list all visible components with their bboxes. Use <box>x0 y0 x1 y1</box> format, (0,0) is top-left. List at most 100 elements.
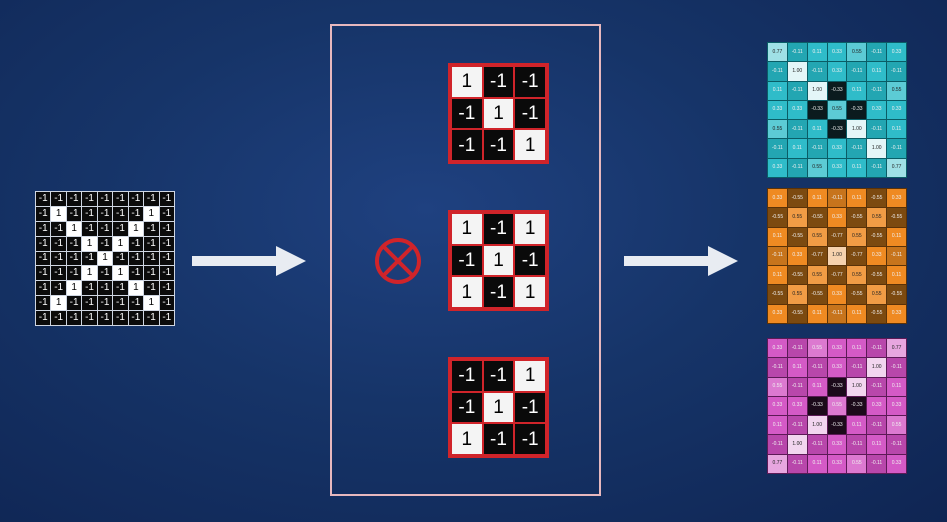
input-grid-cell: -1 <box>97 266 113 281</box>
feature-map-cell: 0.11 <box>787 358 807 377</box>
feature-map-cell: -0.11 <box>847 139 867 158</box>
feature-map-cell: 1.00 <box>787 435 807 454</box>
feature-map-cell: -0.55 <box>787 304 807 323</box>
feature-map-cell: -0.11 <box>787 43 807 62</box>
feature-map-cell: 0.33 <box>768 396 787 416</box>
feature-map-cell: -0.55 <box>807 208 827 227</box>
filter-cell: 1 <box>515 277 545 307</box>
feature-map-cell: 0.33 <box>787 396 807 416</box>
feature-map-cell: 0.11 <box>867 435 887 454</box>
feature-map-cell: 0.11 <box>807 304 827 323</box>
feature-map-cell: 0.33 <box>887 454 906 473</box>
input-grid-cell: -1 <box>82 192 97 206</box>
input-grid-cell: -1 <box>66 311 82 325</box>
feature-map-cell: -0.11 <box>787 454 807 473</box>
arrow-right-icon <box>624 246 738 276</box>
input-grid-cell: -1 <box>159 192 174 206</box>
feature-map-cell: -0.55 <box>768 285 787 304</box>
feature-map-cell: 0.11 <box>887 120 906 139</box>
feature-map-cell: 0.55 <box>807 266 827 285</box>
feature-map-cell: 0.11 <box>807 120 827 139</box>
feature-map-cell: 0.11 <box>768 81 787 100</box>
input-grid-cell: -1 <box>36 296 51 311</box>
feature-map-cell: -0.11 <box>787 81 807 100</box>
input-grid-cell: 1 <box>128 281 144 296</box>
feature-map-cell: -0.55 <box>787 266 807 285</box>
input-grid-cell: -1 <box>51 236 66 251</box>
filter-cell: -1 <box>515 424 545 454</box>
feature-map-cell: 0.33 <box>787 100 807 120</box>
input-grid-cell: -1 <box>97 192 113 206</box>
feature-map-cell: 0.11 <box>768 266 787 285</box>
input-grid-cell: -1 <box>159 206 174 221</box>
input-grid-cell: -1 <box>36 266 51 281</box>
feature-map-cell: -0.11 <box>867 43 887 62</box>
feature-map-cell: 0.11 <box>847 339 867 358</box>
feature-map-cell: 0.33 <box>887 43 906 62</box>
feature-map-cell: -0.11 <box>887 62 906 81</box>
input-grid-cell: -1 <box>36 251 51 266</box>
input-grid-cell: 1 <box>51 206 66 221</box>
feature-map-cell: -0.33 <box>827 416 847 435</box>
feature-map-cell: 1.00 <box>827 246 847 266</box>
feature-map-cell: -0.11 <box>787 339 807 358</box>
input-grid-cell: 1 <box>66 221 82 236</box>
input-grid-cell: -1 <box>36 192 51 206</box>
feature-map-cell: -0.55 <box>807 285 827 304</box>
input-grid-cell: -1 <box>51 192 66 206</box>
feature-map-magenta: 0.33 -0.11 0.55 0.33 0.11 -0.11 0.77 -0.11 0.11-… <box>767 338 907 474</box>
feature-map-cell: -0.11 <box>867 339 887 358</box>
input-grid-cell: -1 <box>113 221 128 236</box>
input-grid-cell: -1 <box>144 192 159 206</box>
filter-anti-diagonal: -1 -1 1 -1 1 -1 1 -1 -1 <box>448 357 549 458</box>
filter-cell: -1 <box>515 392 545 423</box>
input-grid-cell: -1 <box>51 251 66 266</box>
feature-map-cell: -0.33 <box>827 377 847 396</box>
input-grid-cell: 1 <box>97 251 113 266</box>
feature-map-cell: 0.33 <box>827 208 847 227</box>
filter-cell: -1 <box>452 98 482 129</box>
feature-map-cell: -0.11 <box>847 358 867 377</box>
feature-map-cell: 0.77 <box>887 339 906 358</box>
feature-map-cell: -0.11 <box>867 377 887 396</box>
input-grid-cell: 1 <box>66 281 82 296</box>
input-grid-cell: -1 <box>128 206 144 221</box>
input-grid-cell: -1 <box>128 251 144 266</box>
feature-map-cell: -0.77 <box>847 246 867 266</box>
feature-map-cell: -0.11 <box>827 189 847 208</box>
input-grid-cell: -1 <box>97 311 113 325</box>
feature-map-cell: 0.33 <box>768 339 787 358</box>
input-grid-cell: -1 <box>97 296 113 311</box>
feature-map-cell: 0.33 <box>827 339 847 358</box>
feature-map-cell: 1.00 <box>867 139 887 158</box>
feature-map-cell: -0.33 <box>807 100 827 120</box>
input-grid-cell: -1 <box>159 311 174 325</box>
input-grid-cell: -1 <box>82 296 97 311</box>
filter-cell: 1 <box>483 245 514 276</box>
feature-map-cell: 1.00 <box>867 358 887 377</box>
feature-map-cell: 0.11 <box>787 139 807 158</box>
feature-map-cell: -0.11 <box>867 416 887 435</box>
feature-map-cell: 0.77 <box>768 454 787 473</box>
feature-map-cell: 0.55 <box>787 285 807 304</box>
feature-map-cell: -0.55 <box>867 266 887 285</box>
input-grid-cell: -1 <box>144 281 159 296</box>
feature-map-cell: -0.11 <box>768 62 787 81</box>
filter-cell: 1 <box>452 277 482 307</box>
feature-map-cell: 0.55 <box>847 454 867 473</box>
feature-map-cell: 0.55 <box>847 266 867 285</box>
input-image-grid: -1 -1 -1 -1 -1 -1 -1 -1 -1 -1 1 -1 -1 -1 -1 -1 1 -1 -1 -1 1-… <box>35 191 175 326</box>
feature-map-cell: -0.11 <box>847 435 867 454</box>
feature-map-cell: 1.00 <box>807 81 827 100</box>
input-grid-cell: 1 <box>82 266 97 281</box>
feature-map-cell: -0.11 <box>768 139 787 158</box>
filter-cell: -1 <box>483 361 514 391</box>
feature-map-cell: -0.55 <box>787 227 807 246</box>
input-grid-cell: -1 <box>97 221 113 236</box>
input-grid-cell: 1 <box>113 266 128 281</box>
feature-map-cell: -0.55 <box>867 227 887 246</box>
filter-diagonal: 1 -1 -1 -1 1 -1 -1 -1 1 <box>448 63 549 164</box>
input-grid-cell: -1 <box>113 311 128 325</box>
filter-cell: -1 <box>515 98 545 129</box>
feature-map-cell: 1.00 <box>807 416 827 435</box>
